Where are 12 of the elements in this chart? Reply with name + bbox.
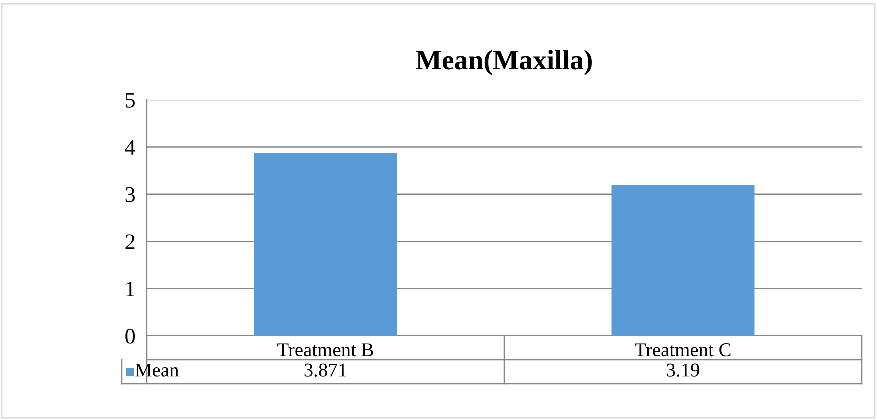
y-tick-label: 0 [126, 328, 136, 344]
data-label: 3.19 [667, 364, 700, 377]
chart-title: Mean(Maxilla) [416, 50, 592, 76]
y-tick-label: 1 [126, 282, 135, 297]
y-tick-label: 5 [126, 93, 136, 108]
y-tick-label: 3 [126, 187, 136, 202]
y-tick-label: 2 [126, 234, 135, 250]
data-label: 3.871 [304, 364, 346, 377]
x-tick-label: Treatment C [635, 344, 731, 357]
x-tick-label: Treatment B [278, 344, 374, 357]
legend-label: Mean [136, 364, 179, 377]
y-tick-label: 4 [125, 140, 136, 155]
